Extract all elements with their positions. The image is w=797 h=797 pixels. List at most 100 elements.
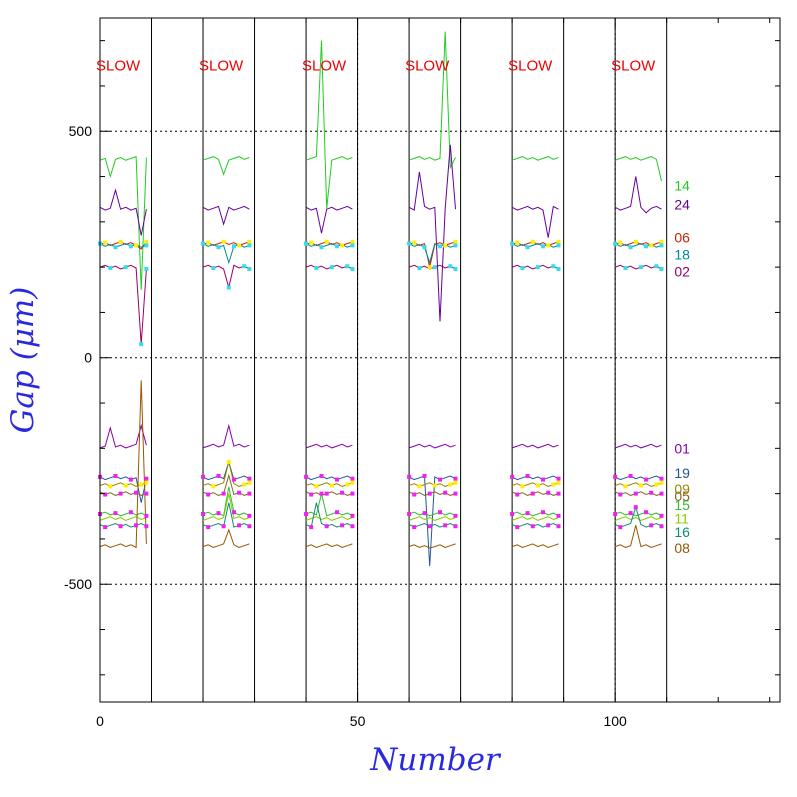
series-line-05	[408, 491, 456, 496]
marker-15	[541, 510, 546, 515]
marker-02	[654, 264, 659, 269]
series-line-15	[305, 493, 353, 517]
series-line-05	[511, 491, 559, 496]
marker-15	[144, 513, 149, 518]
marker-09	[432, 483, 437, 488]
marker-18	[231, 244, 236, 249]
marker-18	[644, 244, 649, 249]
series-line-11	[99, 516, 147, 521]
series-line-05	[614, 491, 662, 496]
marker-05	[530, 491, 535, 496]
marker-16	[221, 524, 226, 529]
slow-label: SLOW	[96, 58, 141, 75]
marker-09	[247, 480, 252, 485]
marker-09	[350, 480, 355, 485]
series-label-16: 16	[674, 524, 690, 540]
marker-19	[453, 476, 458, 481]
marker-18	[113, 245, 118, 250]
marker-18	[541, 244, 546, 249]
marker-09	[242, 482, 247, 487]
marker-18	[319, 245, 324, 250]
series-line-05	[99, 491, 147, 496]
x-tick-label: 0	[96, 713, 104, 729]
marker-02	[432, 265, 437, 270]
group-boundaries	[99, 18, 668, 702]
series-line-11	[408, 516, 456, 521]
marker-16	[453, 524, 458, 529]
series-line-24	[305, 205, 353, 234]
marker-05	[221, 491, 226, 496]
marker-16	[134, 523, 139, 528]
marker-15	[304, 512, 309, 517]
marker-18	[659, 243, 664, 248]
marker-16	[412, 525, 417, 530]
slow-label: SLOW	[508, 58, 553, 75]
series-label-14: 14	[674, 178, 690, 194]
series-line-19	[511, 475, 559, 481]
marker-09	[211, 484, 216, 489]
marker-19	[231, 477, 236, 482]
series-line-19	[614, 475, 662, 481]
marker-05	[134, 490, 139, 495]
marker-15	[453, 513, 458, 518]
marker-19	[510, 474, 515, 479]
series-line-08	[99, 380, 147, 549]
marker-15	[422, 511, 427, 516]
series-label-05: 05	[674, 488, 690, 504]
marker-02	[520, 266, 525, 271]
marker-02	[329, 265, 334, 270]
series-line-16	[408, 522, 456, 528]
marker-19	[247, 476, 252, 481]
marker-16	[515, 525, 520, 530]
marker-06	[633, 239, 638, 244]
marker-19	[128, 477, 133, 482]
series-line-19	[408, 475, 456, 567]
marker-06	[324, 239, 329, 244]
series-line-18	[511, 243, 559, 248]
marker-16	[633, 505, 638, 510]
marker-16	[103, 525, 108, 530]
marker-16	[556, 524, 561, 529]
series-line-02	[408, 264, 456, 270]
marker-02	[345, 264, 350, 269]
marker-19	[659, 476, 664, 481]
marker-05	[443, 490, 448, 495]
series-line-11	[202, 493, 250, 521]
marker-02	[123, 265, 128, 270]
x-tick-label: 50	[350, 713, 366, 729]
series-label-01: 01	[674, 440, 690, 456]
marker-09	[417, 484, 422, 489]
marker-06	[556, 239, 561, 244]
marker-05	[118, 491, 123, 496]
marker-18	[216, 245, 221, 250]
marker-09	[535, 483, 540, 488]
marker-18	[304, 241, 309, 246]
plot-border	[99, 17, 781, 703]
series-line-01	[202, 423, 250, 449]
slow-label: SLOW	[405, 58, 450, 75]
marker-15	[613, 512, 618, 517]
series-label-09: 09	[674, 481, 690, 497]
series-line-06	[202, 241, 250, 246]
series-line-09	[99, 482, 147, 487]
series-line-16	[305, 502, 353, 528]
slow-label: SLOW	[199, 58, 244, 75]
marker-05	[556, 491, 561, 496]
marker-15	[438, 510, 442, 515]
marker-19	[334, 477, 339, 482]
series-line-08	[615, 525, 662, 549]
marker-18	[453, 243, 458, 248]
marker-16	[118, 524, 123, 529]
series-line-01	[408, 443, 456, 449]
marker-09	[226, 459, 231, 464]
marker-15	[334, 510, 339, 515]
marker-05	[324, 491, 329, 496]
series-line-06	[408, 241, 456, 268]
marker-02	[242, 264, 247, 269]
marker-02	[551, 264, 556, 269]
series-line-18	[305, 243, 353, 248]
marker-18	[438, 244, 442, 249]
marker-02	[448, 264, 453, 269]
series-line-14	[305, 40, 353, 209]
